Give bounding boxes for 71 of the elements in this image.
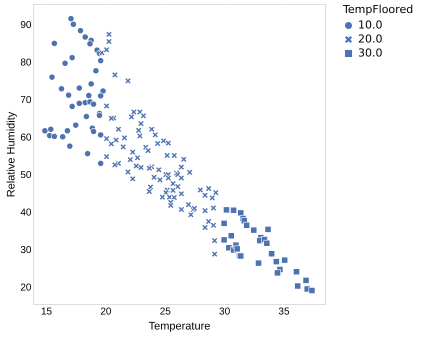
point [281, 256, 288, 264]
point [86, 40, 94, 48]
point [272, 258, 280, 266]
x-axis-title: Temperature [148, 320, 210, 332]
point [85, 92, 92, 99]
point [62, 60, 68, 67]
point [68, 15, 74, 22]
point [76, 100, 83, 107]
point [77, 27, 84, 34]
point [274, 269, 281, 276]
point [228, 232, 235, 240]
point [58, 85, 65, 92]
point [72, 122, 80, 128]
legend-label: 20.0 [358, 32, 382, 46]
point [68, 54, 76, 61]
x-tick-label: 30 [219, 306, 231, 318]
x-tick-label: 15 [40, 306, 53, 318]
point [97, 132, 104, 138]
point [230, 206, 237, 214]
point [255, 260, 262, 267]
y-tick-label: 30 [20, 245, 32, 256]
point [41, 127, 48, 134]
point [65, 92, 72, 98]
point [250, 226, 258, 234]
x-tick-label: 20 [100, 306, 112, 318]
point [83, 113, 90, 120]
point [84, 150, 91, 157]
y-tick-label: 90 [20, 20, 32, 32]
point [243, 222, 250, 229]
point [92, 67, 100, 74]
point [223, 206, 230, 214]
point [220, 220, 228, 227]
point [264, 226, 272, 233]
point [48, 74, 56, 80]
point [97, 92, 104, 100]
point [66, 142, 74, 150]
y-tick-label: 50 [20, 170, 32, 182]
point [59, 133, 66, 140]
point [220, 236, 228, 244]
legend-title: TempFloored [342, 3, 414, 16]
point [294, 282, 302, 290]
point [263, 240, 270, 247]
y-axis-title: Relative Humidity [5, 111, 18, 198]
point [90, 128, 97, 135]
point [50, 40, 58, 47]
point [268, 250, 275, 258]
point [70, 20, 77, 28]
legend-label: 30.0 [358, 46, 382, 60]
point [302, 276, 310, 284]
point [64, 127, 71, 134]
x-tick-label: 35 [278, 306, 290, 318]
y-tick-label: 80 [20, 58, 32, 69]
point [308, 287, 316, 294]
point [68, 103, 76, 110]
point [97, 160, 104, 167]
y-tick-label: 40 [20, 208, 32, 219]
point [90, 100, 97, 108]
point [82, 34, 89, 40]
y-tick-label: 20 [20, 282, 32, 294]
point [76, 84, 83, 92]
x-tick-label: 25 [160, 306, 172, 318]
point [234, 245, 241, 252]
point [100, 88, 106, 94]
point [293, 268, 300, 276]
point [88, 80, 95, 88]
y-tick-label: 70 [20, 95, 32, 106]
point [47, 126, 54, 133]
legend-label: 10.0 [358, 18, 382, 32]
y-tick-label: 60 [20, 132, 32, 144]
point [50, 133, 58, 140]
point [97, 57, 104, 64]
